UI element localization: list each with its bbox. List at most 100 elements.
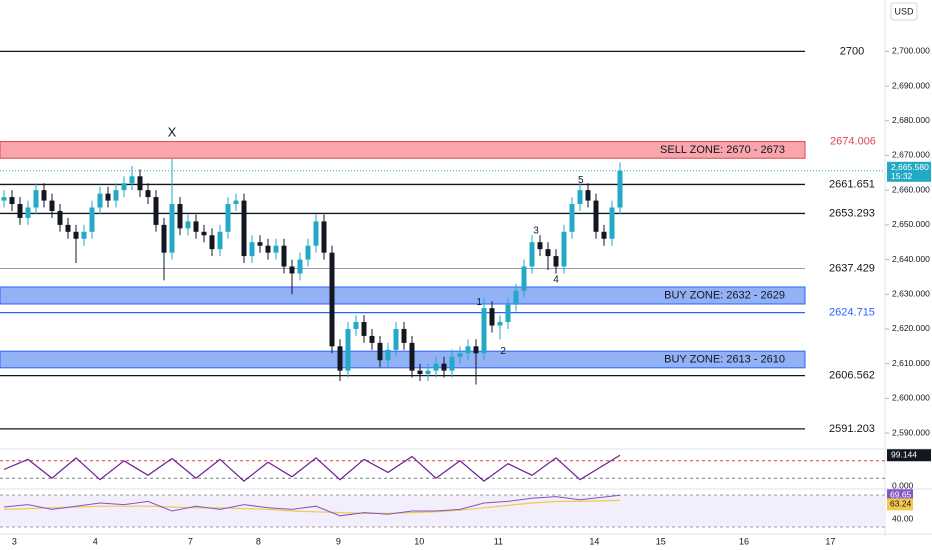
- x-tick-label: 11: [494, 536, 503, 546]
- rsi-tick-label: 40.00: [892, 513, 914, 523]
- y-tick-label: 2,590.000: [892, 427, 930, 437]
- candle-body: [433, 363, 439, 371]
- candle-body: [425, 370, 431, 375]
- candle-body: [401, 328, 407, 343]
- candle-body: [313, 221, 319, 246]
- candle-body: [409, 342, 415, 371]
- candle-body: [177, 204, 183, 229]
- candle-body: [129, 176, 135, 184]
- stoch-last-tag: [887, 449, 931, 462]
- candle-body: [505, 304, 511, 323]
- zone-label: SELL ZONE: 2670 - 2673: [660, 144, 785, 156]
- zone: [0, 350, 806, 369]
- candle-body: [193, 221, 199, 232]
- candle-body: [81, 231, 87, 239]
- candle-body: [609, 207, 615, 239]
- currency-box[interactable]: [890, 2, 918, 21]
- candle-body: [185, 221, 191, 229]
- candle-body: [601, 231, 607, 239]
- candle-body: [137, 176, 143, 191]
- x-tick-label: 3: [12, 536, 17, 546]
- rsi-ma-line: [3, 499, 621, 514]
- y-tick-label: 2,660.000: [892, 184, 930, 194]
- candle-body: [561, 231, 567, 267]
- candle-body: [545, 249, 551, 257]
- annotation: 2: [500, 346, 506, 357]
- annotation: 5: [578, 175, 584, 186]
- candle-body: [105, 193, 111, 201]
- y-tick-label: 2,600.000: [892, 393, 930, 403]
- candle-body: [417, 370, 423, 375]
- candle-body: [353, 322, 359, 329]
- candle-body: [161, 224, 167, 253]
- candle-body: [89, 207, 95, 232]
- stoch-line: [3, 454, 621, 482]
- candle-body: [473, 346, 479, 354]
- candle-body: [377, 342, 383, 361]
- candle-body: [73, 231, 79, 239]
- candle-body: [265, 245, 271, 253]
- candle-body: [17, 204, 23, 218]
- candle-body: [65, 224, 71, 232]
- candle-body: [33, 190, 39, 208]
- x-tick-label: 8: [256, 536, 261, 546]
- candle-body: [449, 356, 455, 371]
- candle-body: [585, 190, 591, 201]
- candle-body: [145, 190, 151, 198]
- y-tick-label: 2,670.000: [892, 150, 930, 160]
- x-tick-label: 4: [93, 536, 98, 546]
- candle-body: [553, 256, 559, 267]
- candle-body: [393, 328, 399, 350]
- y-tick-label: 2,620.000: [892, 323, 930, 333]
- candle-body: [497, 322, 503, 326]
- candle-body: [49, 200, 55, 211]
- currency: USD: [894, 6, 914, 16]
- zone-top-label: 2674.006: [830, 135, 876, 147]
- candle-body: [217, 231, 223, 250]
- candle-body: [297, 259, 303, 274]
- rsi-ma-last-tag: [887, 498, 913, 511]
- candle-body: [521, 266, 527, 291]
- candle-body: [321, 221, 327, 253]
- y-tick-label: 2,650.000: [892, 219, 930, 229]
- zone-label: BUY ZONE: 2613 - 2610: [664, 353, 785, 365]
- y-tick-label: 2,630.000: [892, 289, 930, 299]
- candle-body: [1, 197, 7, 201]
- x-tick-label: 17: [825, 536, 835, 546]
- rsi-ma-last-label: 63.24: [890, 499, 912, 509]
- x-tick-label: 14: [589, 536, 599, 546]
- level-label: 2591.203: [829, 423, 875, 435]
- candle-body: [97, 193, 103, 208]
- candle-body: [617, 170, 623, 208]
- last-price-label: 2,665.580: [891, 162, 929, 172]
- candle-body: [209, 235, 215, 250]
- candle-body: [465, 346, 471, 354]
- rsi-last-label: 69.65: [890, 490, 912, 500]
- candle-body: [25, 207, 31, 218]
- candle-body: [257, 242, 263, 246]
- level-label: 2624.715: [829, 307, 875, 319]
- level-label: 2700: [840, 45, 864, 57]
- candle-body: [169, 204, 175, 253]
- y-tick-label: 2,700.000: [892, 46, 930, 56]
- candle-body: [537, 242, 543, 250]
- annotation: X: [168, 124, 177, 139]
- candle-body: [9, 197, 15, 205]
- stoch-tick-label: 0.000: [892, 480, 914, 490]
- candle-body: [529, 242, 535, 267]
- candle-body: [361, 322, 367, 336]
- candle-body: [273, 245, 279, 253]
- candle-body: [569, 204, 575, 232]
- level-label: 2661.651: [829, 178, 875, 190]
- zone: [0, 141, 806, 159]
- y-tick-label: 2,610.000: [892, 358, 930, 368]
- candle-body: [41, 190, 47, 201]
- candle-body: [233, 200, 239, 205]
- candle-body: [281, 245, 287, 267]
- candle-body: [441, 363, 447, 371]
- candle-body: [241, 200, 247, 257]
- stoch-last-label: 99.144: [891, 449, 917, 459]
- x-tick-label: 7: [188, 536, 193, 546]
- candle-body: [385, 349, 391, 361]
